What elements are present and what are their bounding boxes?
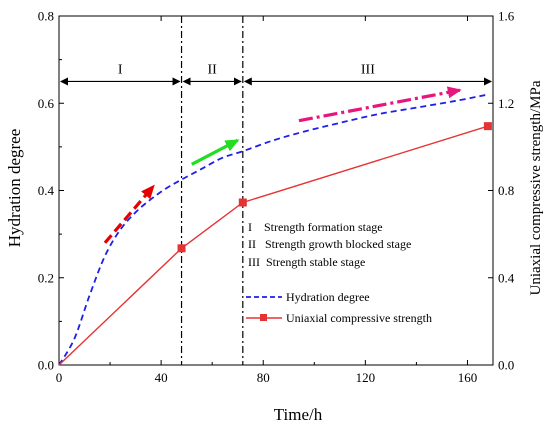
right-y-axis-ticks: 0.0 0.4 0.8 1.2 1.6 bbox=[488, 9, 515, 373]
annotation-stage-3: III Strength stable stage bbox=[248, 255, 365, 269]
legend-label-hydration: Hydration degree bbox=[286, 290, 370, 304]
right-y-tick-label: 0.4 bbox=[498, 270, 515, 285]
left-y-tick-label: 0.0 bbox=[38, 358, 54, 373]
left-y-tick-label: 0.2 bbox=[38, 270, 54, 285]
x-axis-title: Time/h bbox=[274, 405, 323, 424]
series-line-1 bbox=[58, 125, 489, 366]
stage-label: II bbox=[208, 62, 218, 77]
series-point-1 bbox=[483, 122, 492, 131]
trend-arrow bbox=[191, 138, 240, 166]
left-y-axis-ticks: 0.0 0.2 0.4 0.6 0.8 bbox=[38, 9, 64, 373]
right-y-tick-label: 0.8 bbox=[498, 183, 514, 198]
series-layer bbox=[58, 93, 492, 366]
left-y-tick-label: 0.4 bbox=[38, 183, 55, 198]
stage-annotation-block: I Strength formation stage II Strength g… bbox=[248, 220, 411, 269]
annotation-stage-2: II Strength growth blocked stage bbox=[248, 237, 411, 251]
legend: Hydration degree Uniaxial compressive st… bbox=[246, 290, 432, 325]
legend-marker-strength bbox=[260, 314, 267, 321]
trend-arrows bbox=[103, 86, 462, 244]
series-point-1 bbox=[238, 198, 247, 207]
right-y-tick-label: 1.6 bbox=[498, 9, 515, 24]
stage-boundary-lines bbox=[180, 16, 244, 365]
x-tick-label: 0 bbox=[56, 370, 63, 385]
annotation-stage-1: I Strength formation stage bbox=[248, 220, 383, 234]
series-line-0 bbox=[58, 93, 489, 366]
stage-label: III bbox=[361, 62, 375, 77]
stage-label: I bbox=[118, 62, 123, 77]
x-tick-label: 40 bbox=[155, 370, 168, 385]
right-y-tick-label: 0.0 bbox=[498, 358, 514, 373]
right-y-axis-title: Uniaxial compressive strength/MPa bbox=[528, 80, 544, 295]
x-tick-label: 160 bbox=[458, 370, 478, 385]
left-y-tick-label: 0.8 bbox=[38, 9, 54, 24]
stage-arrows: I II III bbox=[60, 62, 492, 86]
left-y-axis-title: Hydration degree bbox=[5, 129, 24, 247]
left-y-tick-label: 0.6 bbox=[38, 96, 55, 111]
x-tick-label: 80 bbox=[257, 370, 270, 385]
x-tick-label: 120 bbox=[356, 370, 376, 385]
trend-arrow bbox=[103, 184, 155, 244]
right-y-tick-label: 1.2 bbox=[498, 96, 514, 111]
trend-arrow bbox=[298, 86, 462, 123]
x-axis-ticks: 0 40 80 120 160 bbox=[56, 16, 477, 385]
series-point-1 bbox=[177, 244, 186, 253]
legend-label-strength: Uniaxial compressive strength bbox=[286, 311, 432, 325]
